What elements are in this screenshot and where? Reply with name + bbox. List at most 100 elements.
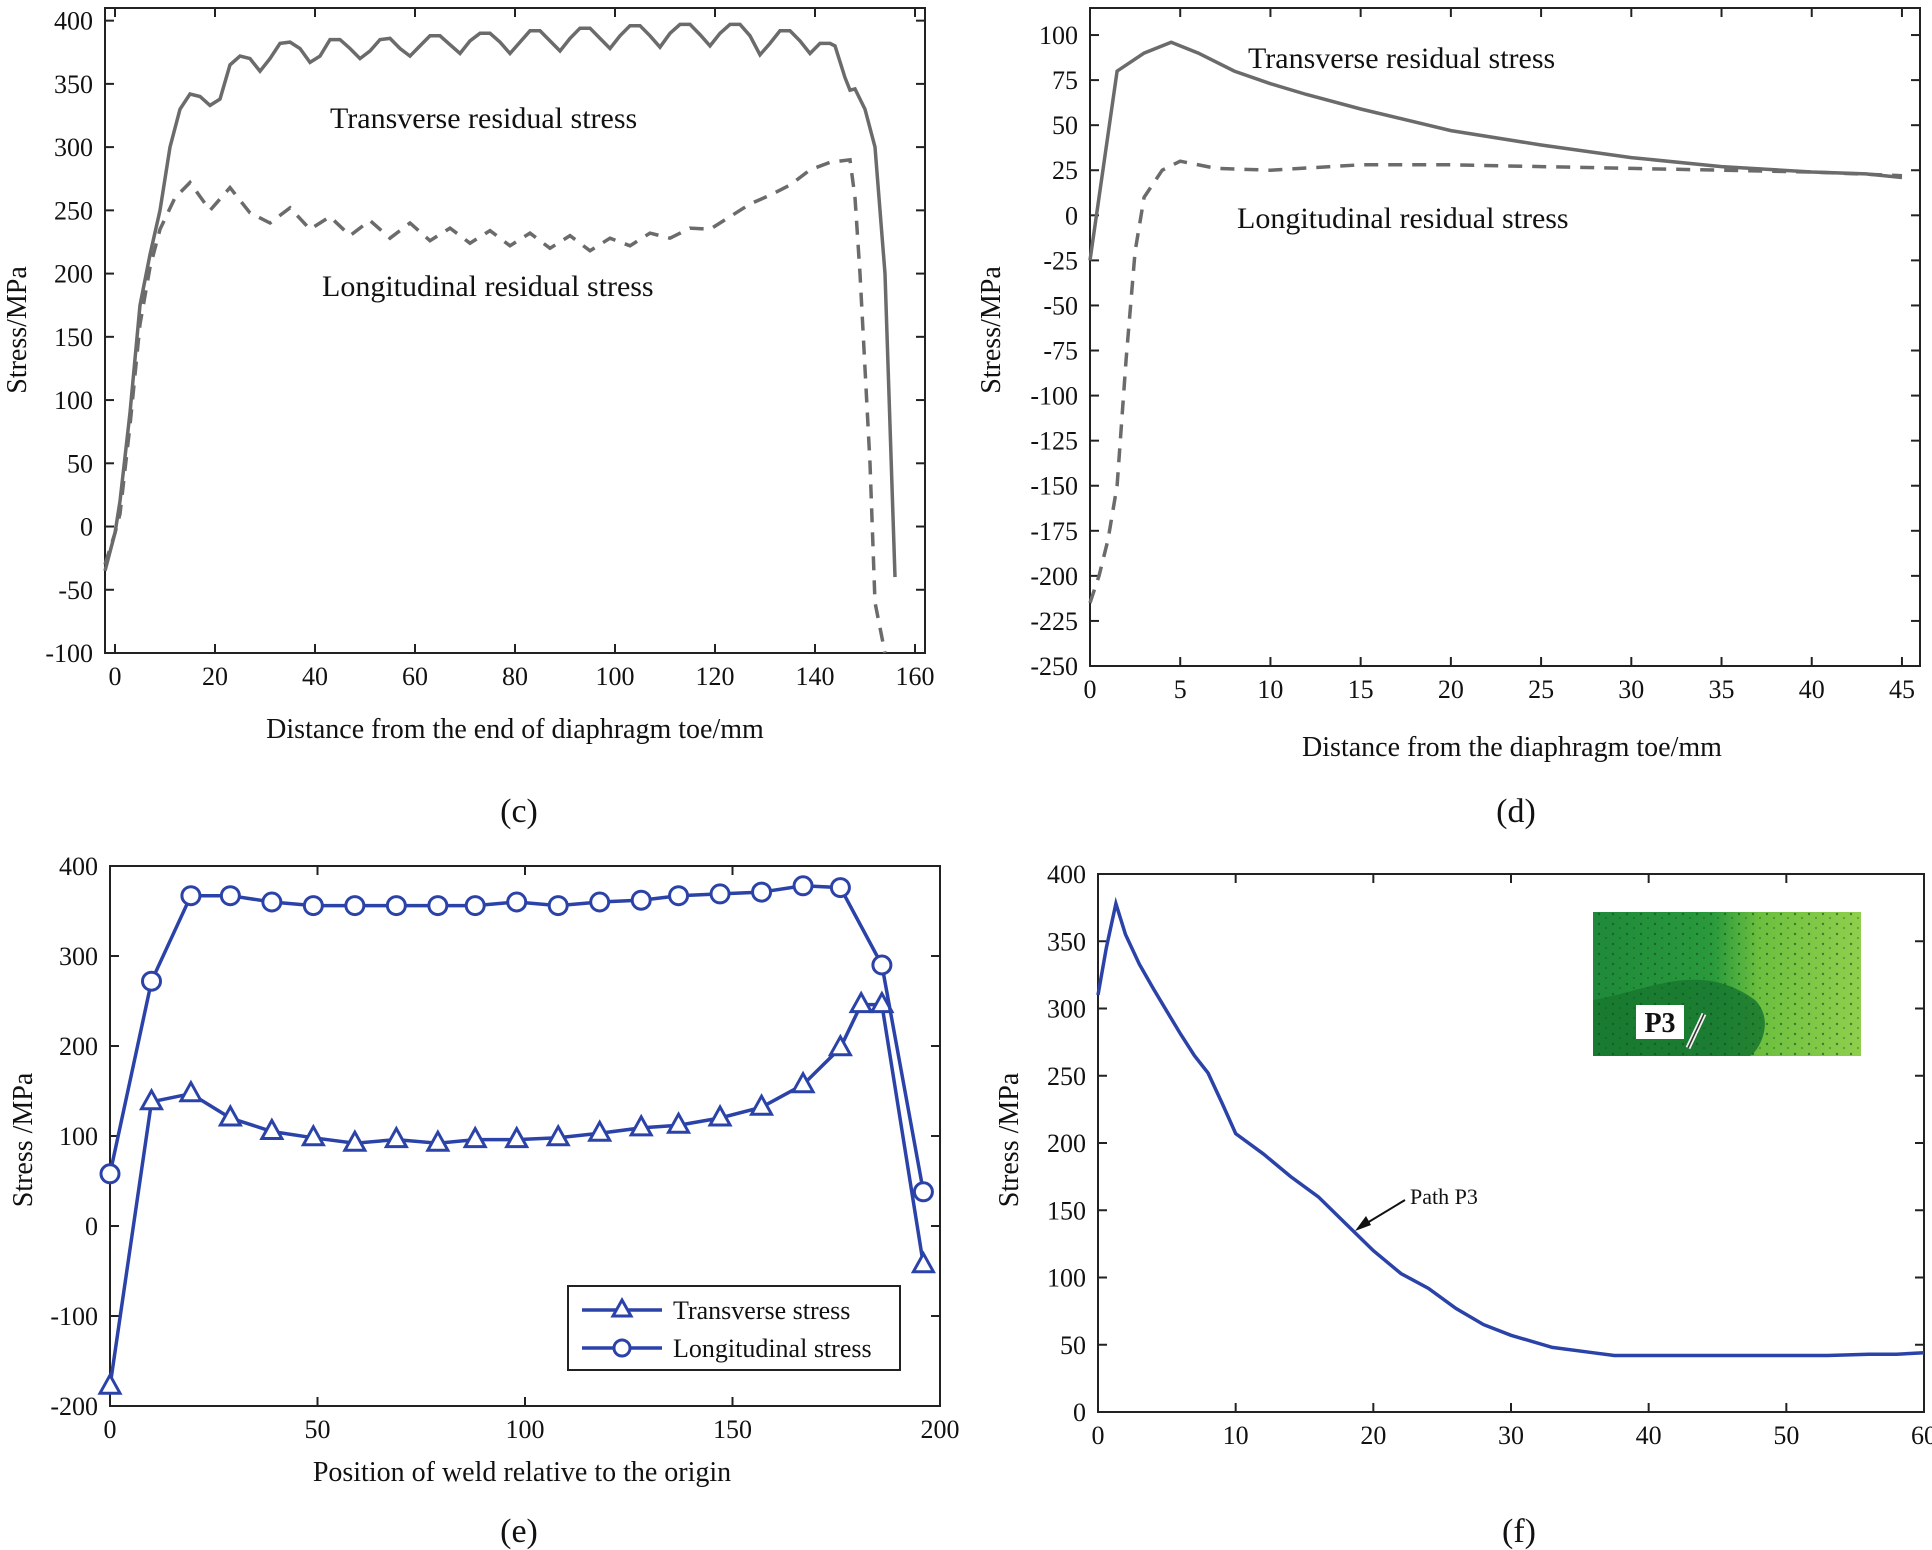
ytick-label: 400 — [54, 7, 93, 36]
data-point-circle — [912, 1181, 934, 1203]
data-point-circle — [792, 875, 814, 897]
annotation-d-longitudinal: Longitudinal residual stress — [1237, 202, 1569, 235]
ytick-label: -175 — [1030, 517, 1078, 546]
data-point-triangle — [827, 1033, 853, 1057]
series-line-c-0 — [103, 22, 897, 578]
ytick-label: -25 — [1043, 246, 1078, 275]
xtick-label: 0 — [109, 662, 122, 691]
ylabel-c: Stress/MPa — [2, 266, 33, 394]
xtick-label: 150 — [713, 1415, 752, 1444]
xtick-label: 60 — [1911, 1421, 1932, 1450]
data-point-triangle — [462, 1125, 488, 1149]
ytick-label: 400 — [1047, 860, 1086, 889]
data-point-circle — [829, 877, 851, 899]
inset-path-outline — [1687, 1013, 1705, 1049]
data-point-circle — [709, 883, 731, 905]
data-point-circle — [385, 895, 407, 917]
xtick-label: 0 — [1092, 1421, 1105, 1450]
ytick-label: -100 — [45, 639, 93, 668]
xtick-label: 20 — [202, 662, 228, 691]
xtick-label: 60 — [402, 662, 428, 691]
ticks-c: 0 20 40 60 80 100 120 140 160 -100 -50 0 50 100 150 200… — [45, 7, 934, 691]
annotation-arrow-shaft — [1361, 1199, 1406, 1227]
ytick-label: 50 — [1060, 1331, 1086, 1360]
ytick-label: -150 — [1030, 472, 1078, 501]
xtick-label: 50 — [1773, 1421, 1799, 1450]
ytick-label: -50 — [1043, 291, 1078, 320]
lines-d — [1088, 40, 1903, 604]
ytick-label: 100 — [59, 1122, 98, 1151]
ytick-label: -225 — [1030, 607, 1078, 636]
legend-label-longitudinal: Longitudinal stress — [673, 1334, 872, 1363]
xlabel-d: Distance from the diaphragm toe/mm — [1302, 732, 1722, 763]
panel-label-d: (d) — [1496, 793, 1536, 830]
annotation-c-transverse: Transverse residual stress — [330, 102, 637, 135]
ytick-label: -100 — [1030, 382, 1078, 411]
data-point-circle — [344, 895, 366, 917]
ytick-label: -200 — [50, 1392, 98, 1421]
ytick-label: 0 — [1073, 1398, 1086, 1427]
data-point-triangle — [910, 1250, 936, 1274]
xtick-label: 5 — [1174, 675, 1187, 704]
data-point-circle — [99, 1163, 121, 1185]
data-point-triangle — [628, 1113, 654, 1137]
ytick-label: 350 — [1047, 927, 1086, 956]
ytick-label: 200 — [1047, 1129, 1086, 1158]
data-point-circle — [751, 881, 773, 903]
ytick-label: 50 — [67, 449, 93, 478]
ytick-label: 200 — [59, 1032, 98, 1061]
xtick-label: 160 — [896, 662, 935, 691]
arrow-head-icon — [1355, 1216, 1371, 1231]
annotation-d-transverse: Transverse residual stress — [1248, 42, 1555, 75]
lines-e — [97, 875, 936, 1395]
data-point-triangle — [504, 1125, 530, 1149]
lines-c — [103, 22, 897, 654]
data-point-triangle — [545, 1123, 571, 1147]
data-point-triangle — [178, 1079, 204, 1103]
data-point-circle — [630, 889, 652, 911]
series-line-c-1 — [103, 157, 887, 654]
data-point-triangle — [425, 1129, 451, 1152]
data-point-circle — [219, 885, 241, 907]
ytick-label: 100 — [1047, 1264, 1086, 1293]
xtick-label: 40 — [302, 662, 328, 691]
xtick-label: 35 — [1709, 675, 1735, 704]
legend-e: Transverse stress Longitudinal stress — [567, 1285, 901, 1371]
ticks-e: 0 50 100 150 200 -200 -100 0 100 200 300 400 — [50, 852, 959, 1444]
data-point-circle — [506, 891, 528, 913]
xlabel-e: Position of weld relative to the origin — [313, 1457, 731, 1488]
ytick-label: 150 — [54, 323, 93, 352]
annotation-f-path-p3: Path P3 — [1410, 1184, 1478, 1209]
xlabel-c: Distance from the end of diaphragm toe/m… — [266, 714, 764, 745]
ytick-label: -100 — [50, 1302, 98, 1331]
plot-frame-d — [1089, 7, 1921, 667]
data-point-triangle — [749, 1093, 775, 1116]
data-point-circle — [871, 954, 893, 976]
series-line-e-0 — [108, 1002, 926, 1387]
data-point-triangle — [587, 1119, 613, 1142]
series-line-d-1 — [1088, 159, 1903, 604]
ytick-label: -250 — [1030, 652, 1078, 681]
ytick-label: 200 — [54, 260, 93, 289]
panel-label-f: (f) — [1502, 1513, 1536, 1550]
ylabel-d: Stress/MPa — [976, 266, 1007, 394]
data-point-circle — [547, 895, 569, 917]
data-point-triangle — [300, 1123, 326, 1147]
legend-circle-icon — [612, 1338, 632, 1358]
data-point-circle — [180, 885, 202, 907]
data-point-triangle — [707, 1103, 733, 1127]
ytick-label: 300 — [54, 133, 93, 162]
lines-f — [1096, 896, 1925, 1358]
xtick-label: 40 — [1636, 1421, 1662, 1450]
data-point-triangle — [138, 1087, 165, 1111]
xtick-label: 25 — [1528, 675, 1554, 704]
data-point-circle — [302, 895, 324, 917]
inset-label-box — [1636, 1005, 1684, 1039]
xtick-label: 100 — [506, 1415, 545, 1444]
ytick-label: 300 — [1047, 995, 1086, 1024]
ytick-label: 250 — [54, 196, 93, 225]
ytick-label: 150 — [1047, 1196, 1086, 1225]
xtick-label: 0 — [1084, 675, 1097, 704]
data-point-circle — [261, 891, 283, 913]
data-point-circle — [464, 895, 486, 917]
